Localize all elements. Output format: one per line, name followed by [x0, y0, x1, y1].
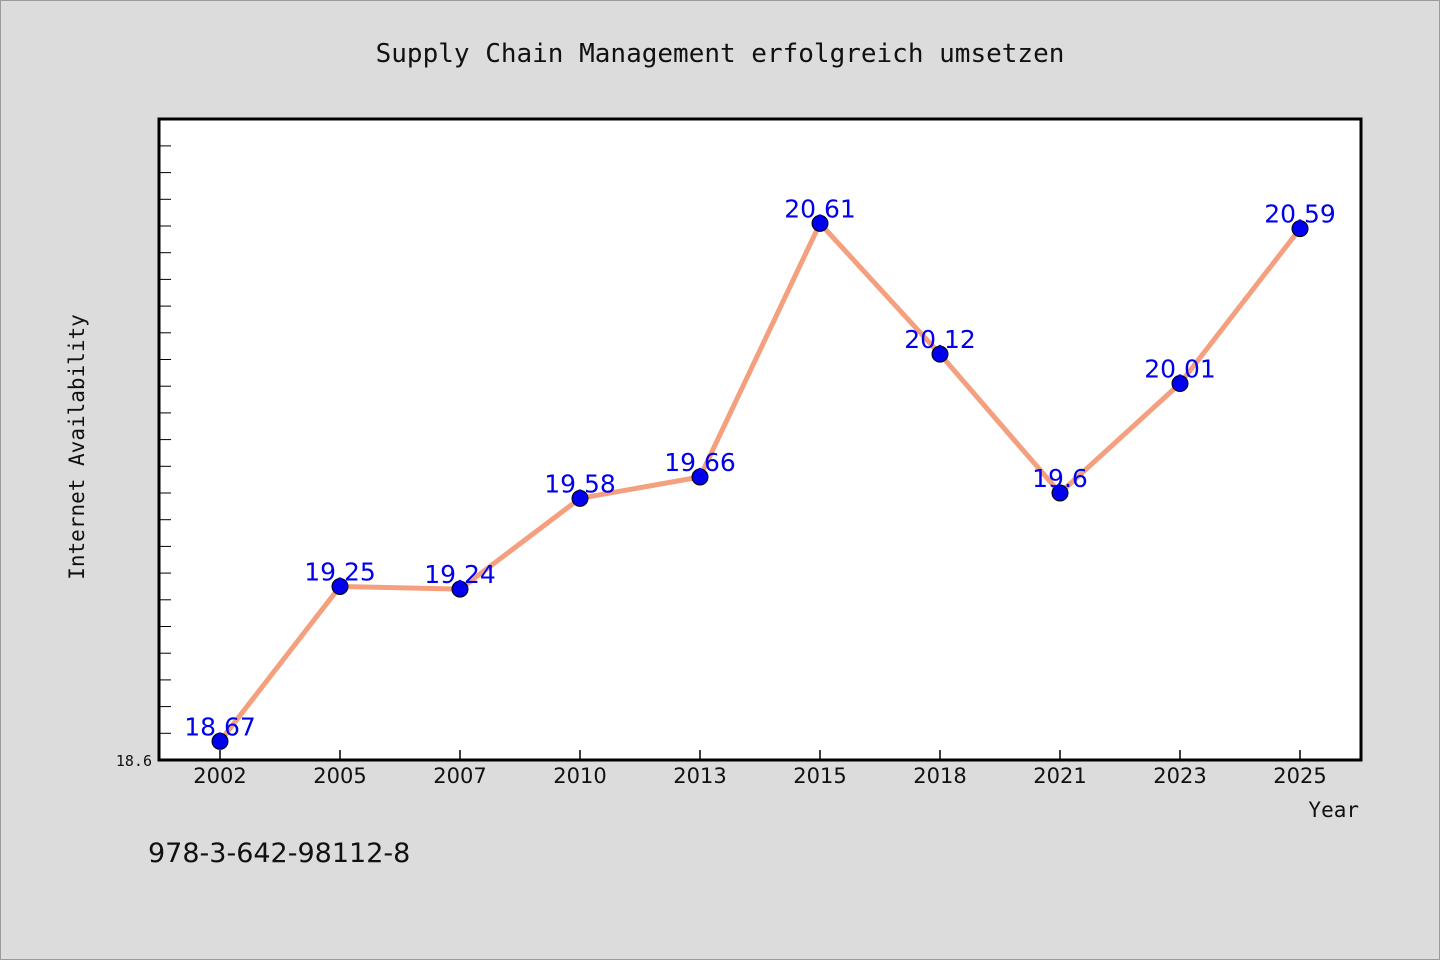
x-tick-label: 2010 [553, 764, 606, 788]
data-label: 19.58 [544, 469, 616, 498]
data-point [1051, 484, 1069, 502]
data-point [331, 577, 349, 595]
data-label: 20.12 [904, 325, 976, 354]
plot-area [157, 117, 1363, 762]
data-label: 20.61 [784, 194, 856, 223]
x-axis-title: Year [1308, 798, 1359, 822]
series-line [217, 220, 1303, 744]
x-tick-label: 2018 [913, 764, 966, 788]
x-tick-label: 2021 [1033, 764, 1086, 788]
data-label: 19.66 [664, 448, 736, 477]
y-axis-ticks [159, 145, 171, 761]
y-axis-title: Internet Availability [65, 314, 89, 580]
data-point [811, 214, 829, 232]
data-label: 19.24 [424, 560, 496, 589]
data-label: 18.67 [184, 712, 256, 741]
x-axis-ticks: 2002 2005 2007 2010 2013 2015 2018 2021 2023 2025 [193, 750, 1327, 788]
y-tick-label: 18.6 [116, 752, 152, 770]
data-point [211, 732, 229, 750]
x-tick-label: 2015 [793, 764, 846, 788]
data-label: 20.59 [1264, 200, 1336, 229]
isbn-text: 978-3-642-98112-8 [148, 838, 410, 869]
x-tick-label: 2002 [193, 764, 246, 788]
data-point [691, 468, 709, 486]
x-tick-label: 2023 [1153, 764, 1206, 788]
x-tick-label: 2005 [313, 764, 366, 788]
data-label: 19.25 [304, 557, 376, 586]
chart-title: Supply Chain Management erfolgreich umse… [376, 39, 1065, 69]
data-point [931, 345, 949, 363]
data-point [1171, 375, 1189, 393]
series-layer: 18.67 19.25 19.24 19.58 19.66 20.61 20.12 19.6 2… [184, 194, 1336, 750]
data-point [451, 580, 469, 598]
data-label: 19.6 [1032, 464, 1088, 493]
x-tick-label: 2013 [673, 764, 726, 788]
x-tick-label: 2007 [433, 764, 486, 788]
data-point [1291, 220, 1309, 238]
data-point [571, 489, 589, 507]
x-tick-label: 2025 [1273, 764, 1326, 788]
data-label: 20.01 [1144, 355, 1216, 384]
